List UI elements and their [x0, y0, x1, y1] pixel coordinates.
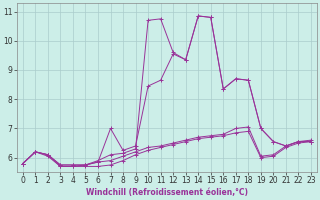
- X-axis label: Windchill (Refroidissement éolien,°C): Windchill (Refroidissement éolien,°C): [86, 188, 248, 197]
